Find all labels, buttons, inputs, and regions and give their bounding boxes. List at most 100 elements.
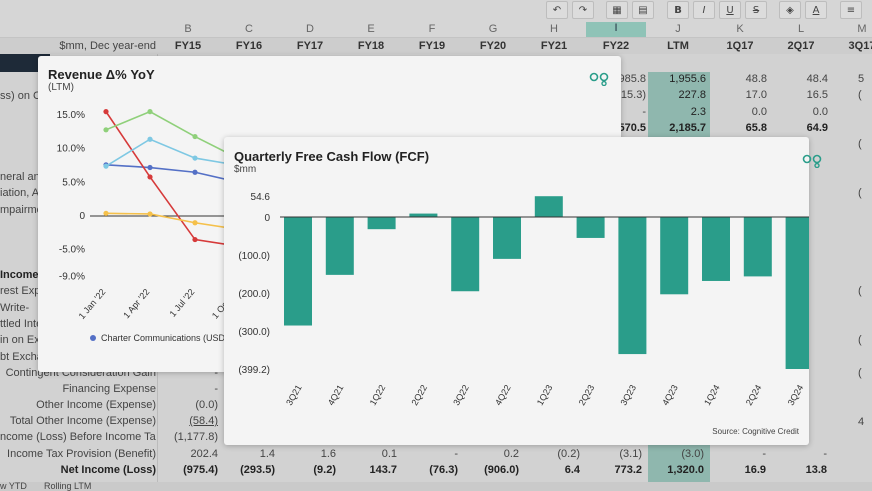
link-icon[interactable] bbox=[802, 154, 822, 168]
series-point bbox=[103, 109, 109, 115]
italic-icon[interactable]: I bbox=[693, 1, 715, 19]
row-cell: (1,177.8) bbox=[173, 431, 218, 443]
y-tick-label: (399.2) bbox=[238, 365, 270, 376]
series-line bbox=[105, 212, 240, 231]
column-letter-l: L bbox=[797, 23, 805, 35]
cell-fy22: 570.5 bbox=[618, 122, 646, 134]
row-cell: - bbox=[214, 367, 218, 379]
bold-icon[interactable]: B bbox=[667, 1, 689, 19]
row-cell: - bbox=[823, 448, 827, 460]
fcf-bar bbox=[702, 217, 730, 281]
row-cell: (3.1) bbox=[619, 448, 642, 460]
series-point bbox=[103, 163, 109, 169]
fill-color-icon[interactable]: ◈ bbox=[779, 1, 801, 19]
period-header: FY16 bbox=[235, 40, 263, 52]
partial-row-label: Write- bbox=[0, 302, 30, 314]
row-cell: (3.0) bbox=[681, 448, 704, 460]
row-cell: (9.2) bbox=[313, 464, 336, 476]
fcf-chart-card: Quarterly Free Cash Flow (FCF) $mm 54.6 0… bbox=[224, 137, 822, 445]
row-label: Financing Expense bbox=[62, 383, 156, 395]
column-letter-j: J bbox=[675, 23, 681, 35]
cell-fy22: 985.8 bbox=[618, 73, 646, 85]
x-tick-label: 1 Jan '22 bbox=[77, 287, 108, 321]
series-line bbox=[105, 111, 240, 248]
font-color-icon[interactable]: A bbox=[805, 1, 827, 19]
row-cell: 773.2 bbox=[614, 464, 642, 476]
strikethrough-icon[interactable]: S bbox=[745, 1, 767, 19]
y-tick-label: (300.0) bbox=[238, 327, 270, 338]
fcf-chart-subtitle: $mm bbox=[234, 164, 257, 175]
series-point bbox=[192, 236, 198, 243]
x-tick-label: 4Q21 bbox=[326, 383, 346, 407]
row-cell: (0.2) bbox=[557, 448, 580, 460]
row-cell: 1,320.0 bbox=[667, 464, 704, 476]
ungroup-icon[interactable]: ▤ bbox=[632, 1, 654, 19]
row-label: Other Income (Expense) bbox=[36, 399, 156, 411]
period-header: 3Q17 bbox=[848, 40, 872, 52]
column-letter-k: K bbox=[736, 23, 744, 35]
period-header: FY15 bbox=[174, 40, 202, 52]
period-header: 2Q17 bbox=[787, 40, 815, 52]
cell-3q17-partial: ( bbox=[858, 187, 862, 199]
partial-row-label: Income bbox=[0, 269, 39, 281]
fcf-bar bbox=[618, 217, 647, 355]
y-tick-label: 54.6 bbox=[251, 192, 271, 203]
series-point bbox=[103, 127, 109, 133]
y-tick-label: 0 bbox=[264, 213, 270, 224]
cell-3q17-partial: ( bbox=[858, 89, 862, 101]
cell-2q17: 16.5 bbox=[806, 89, 828, 101]
cell-2q17: 0.0 bbox=[812, 106, 828, 118]
period-header: FY22 bbox=[602, 40, 630, 52]
fcf-bar bbox=[785, 217, 809, 369]
fcf-bar-chart: 54.6 0 (100.0) (200.0) (300.0) (399.2) 3Q21 4Q2… bbox=[238, 192, 809, 407]
cell-2q17: 48.4 bbox=[806, 73, 828, 85]
row-label: ncome (Loss) Before Income Taxes bbox=[0, 431, 156, 443]
y-tick-label: -5.0% bbox=[59, 245, 85, 256]
row-cell: 16.9 bbox=[744, 464, 766, 476]
row-cell: 143.7 bbox=[369, 464, 397, 476]
x-tick-label: 2Q24 bbox=[744, 383, 764, 407]
column-letter-h: H bbox=[550, 23, 558, 35]
cell-3q17-partial: ( bbox=[858, 138, 862, 150]
cell-1q17: 0.0 bbox=[751, 106, 767, 118]
redo-icon[interactable]: ↷ bbox=[572, 1, 594, 19]
group-icon[interactable]: ▦ bbox=[606, 1, 628, 19]
row-cell: (293.5) bbox=[240, 464, 275, 476]
underline-icon[interactable]: U bbox=[719, 1, 741, 19]
series-point bbox=[192, 169, 198, 175]
column-letter-c: C bbox=[245, 23, 253, 35]
fcf-bar bbox=[660, 217, 689, 295]
series-point bbox=[192, 155, 198, 161]
row-cell: (58.4) bbox=[189, 415, 218, 427]
undo-icon[interactable]: ↶ bbox=[546, 1, 568, 19]
column-letter-e: E bbox=[367, 23, 375, 35]
link-icon[interactable] bbox=[589, 72, 609, 86]
align-icon[interactable]: ≡ bbox=[840, 1, 862, 19]
cell-2q17: 64.9 bbox=[806, 122, 828, 134]
period-header: FY20 bbox=[479, 40, 507, 52]
source-note: Source: Cognitive Credit bbox=[712, 427, 799, 436]
series-point bbox=[192, 220, 198, 226]
partial-row-label: rest Exp bbox=[0, 285, 41, 297]
x-tick-label: 4Q23 bbox=[660, 383, 680, 407]
series-point bbox=[103, 210, 109, 216]
revenue-chart-title: Revenue Δ% YoY bbox=[48, 67, 155, 82]
partial-row-label: bt Excha bbox=[0, 351, 43, 363]
cell-ltm: 2.3 bbox=[690, 106, 706, 118]
cell-1q17: 48.8 bbox=[745, 73, 767, 85]
row-cell: (975.4) bbox=[183, 464, 218, 476]
row-cell: - bbox=[214, 383, 218, 395]
series-point bbox=[192, 133, 198, 140]
partial-row-label: iation, A bbox=[0, 187, 40, 199]
partial-row-label: in on Ex bbox=[0, 334, 40, 346]
partial-row-label: neral and bbox=[0, 171, 46, 183]
row-cell: (76.3) bbox=[429, 464, 458, 476]
column-letter-g: G bbox=[488, 23, 498, 35]
y-tick-label: 0 bbox=[79, 211, 85, 222]
x-tick-label: 1Q22 bbox=[368, 383, 388, 407]
tab-ytd[interactable]: w YTD bbox=[0, 481, 27, 491]
cell-ltm: 227.8 bbox=[678, 89, 706, 101]
x-tick-label: 3Q21 bbox=[284, 383, 304, 407]
tab-rolling-ltm[interactable]: Rolling LTM bbox=[44, 481, 92, 491]
cell-fy22: - bbox=[642, 106, 646, 118]
